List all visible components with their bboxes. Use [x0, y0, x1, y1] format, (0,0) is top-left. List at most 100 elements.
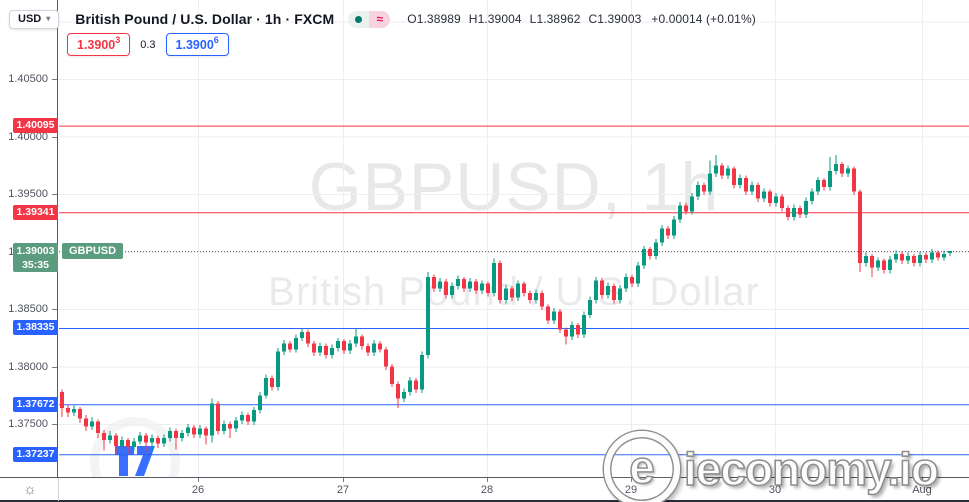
candle-body — [288, 343, 292, 350]
candle — [312, 341, 316, 357]
candle-body — [882, 260, 886, 270]
current-price-value: 1.39003 — [16, 245, 55, 258]
candle — [318, 342, 322, 357]
candle — [150, 434, 154, 451]
alert-price-label: 1.40095 — [13, 118, 58, 134]
candle-body — [876, 260, 880, 268]
price-axis[interactable]: 1.405001.400001.395001.390001.385001.380… — [0, 0, 58, 477]
low-value: 1.38962 — [536, 12, 581, 26]
candle — [942, 250, 946, 261]
candle — [720, 162, 724, 180]
candle-body — [306, 332, 310, 344]
candle-body — [60, 391, 64, 408]
time-tick-label: 28 — [480, 484, 494, 496]
candle-body — [138, 435, 142, 442]
price-tick-mark — [52, 309, 57, 310]
candle — [252, 406, 256, 426]
chart-title[interactable]: British Pound / U.S. Dollar · 1h · FXCM — [75, 11, 335, 27]
candle-body — [522, 283, 526, 293]
candle-body — [726, 168, 730, 176]
sell-price: 1.3900 — [77, 38, 116, 53]
candle-body — [672, 219, 676, 236]
symbol-price-tag: GBPUSD — [62, 243, 124, 260]
candle — [504, 284, 508, 304]
candle-body — [228, 424, 232, 429]
candle — [768, 189, 772, 207]
candle-wick — [145, 433, 147, 452]
candle-body — [828, 171, 832, 188]
candle-body — [546, 306, 550, 321]
candle-body — [846, 168, 850, 174]
sell-button[interactable]: 1.39003 — [67, 33, 131, 57]
candle — [180, 429, 184, 442]
candle-body — [114, 435, 118, 446]
legend-toolbar: USD ▾ British Pound / U.S. Dollar · 1h ·… — [9, 9, 756, 29]
candle-body — [186, 427, 190, 434]
candle — [678, 202, 682, 223]
candle — [624, 273, 628, 292]
candle-body — [864, 256, 868, 263]
candle — [186, 424, 190, 437]
time-tick-label: 27 — [336, 484, 350, 496]
candle-body — [282, 343, 286, 352]
candle — [702, 182, 706, 196]
candle-body — [342, 341, 346, 351]
candle — [408, 376, 412, 396]
candle — [66, 404, 70, 418]
time-tick-label: 26 — [191, 484, 205, 496]
candle-body — [816, 180, 820, 192]
candle-body — [390, 366, 394, 384]
candle-body — [654, 242, 658, 257]
candle-body — [840, 164, 844, 174]
candle-body — [936, 252, 940, 258]
candle-body — [870, 256, 874, 268]
candle — [810, 188, 814, 205]
candle — [384, 346, 388, 370]
candle — [534, 289, 538, 304]
candle — [630, 274, 634, 288]
candle-body — [834, 164, 838, 171]
candle-body — [414, 380, 418, 390]
candle — [552, 307, 556, 324]
candle-body — [462, 279, 466, 289]
price-tick-mark — [52, 194, 57, 195]
candle — [516, 280, 520, 301]
candle-body — [180, 433, 184, 438]
candle-body — [354, 336, 358, 344]
candle-body — [162, 437, 166, 444]
buy-button[interactable]: 1.39006 — [165, 33, 229, 57]
candle-body — [510, 288, 514, 298]
candle — [666, 226, 670, 239]
candle-body — [444, 281, 448, 296]
delayed-data-icon: ≈ — [369, 10, 391, 28]
price-tick-mark — [52, 79, 57, 80]
candle — [522, 281, 526, 297]
market-status-pill[interactable]: ≈ — [348, 10, 391, 28]
candle — [486, 281, 490, 297]
candle-body — [258, 395, 262, 411]
candle — [618, 284, 622, 304]
candle — [354, 328, 358, 347]
candle-body — [144, 435, 148, 443]
candle — [672, 215, 676, 239]
candle-body — [612, 286, 616, 300]
candle — [324, 343, 328, 359]
price-tick-label: 1.40000 — [8, 130, 48, 143]
candle — [390, 364, 394, 388]
candle — [612, 283, 616, 304]
time-axis[interactable]: ☼ 26 27 28 29 30 Aug — [0, 477, 969, 502]
candle-body — [558, 311, 562, 330]
candle-body — [636, 265, 640, 284]
candle-body — [528, 292, 532, 300]
candle — [732, 166, 736, 189]
theme-toggle-icon[interactable]: ☼ — [23, 481, 37, 498]
candlestick-canvas[interactable] — [0, 0, 969, 477]
candle-body — [216, 403, 220, 431]
currency-selector-button[interactable]: USD ▾ — [9, 9, 60, 29]
candle — [348, 340, 352, 354]
bar-countdown: 35:35 — [22, 259, 49, 272]
time-tick-label: 30 — [768, 484, 782, 496]
candle — [900, 251, 904, 265]
candle — [204, 426, 208, 445]
